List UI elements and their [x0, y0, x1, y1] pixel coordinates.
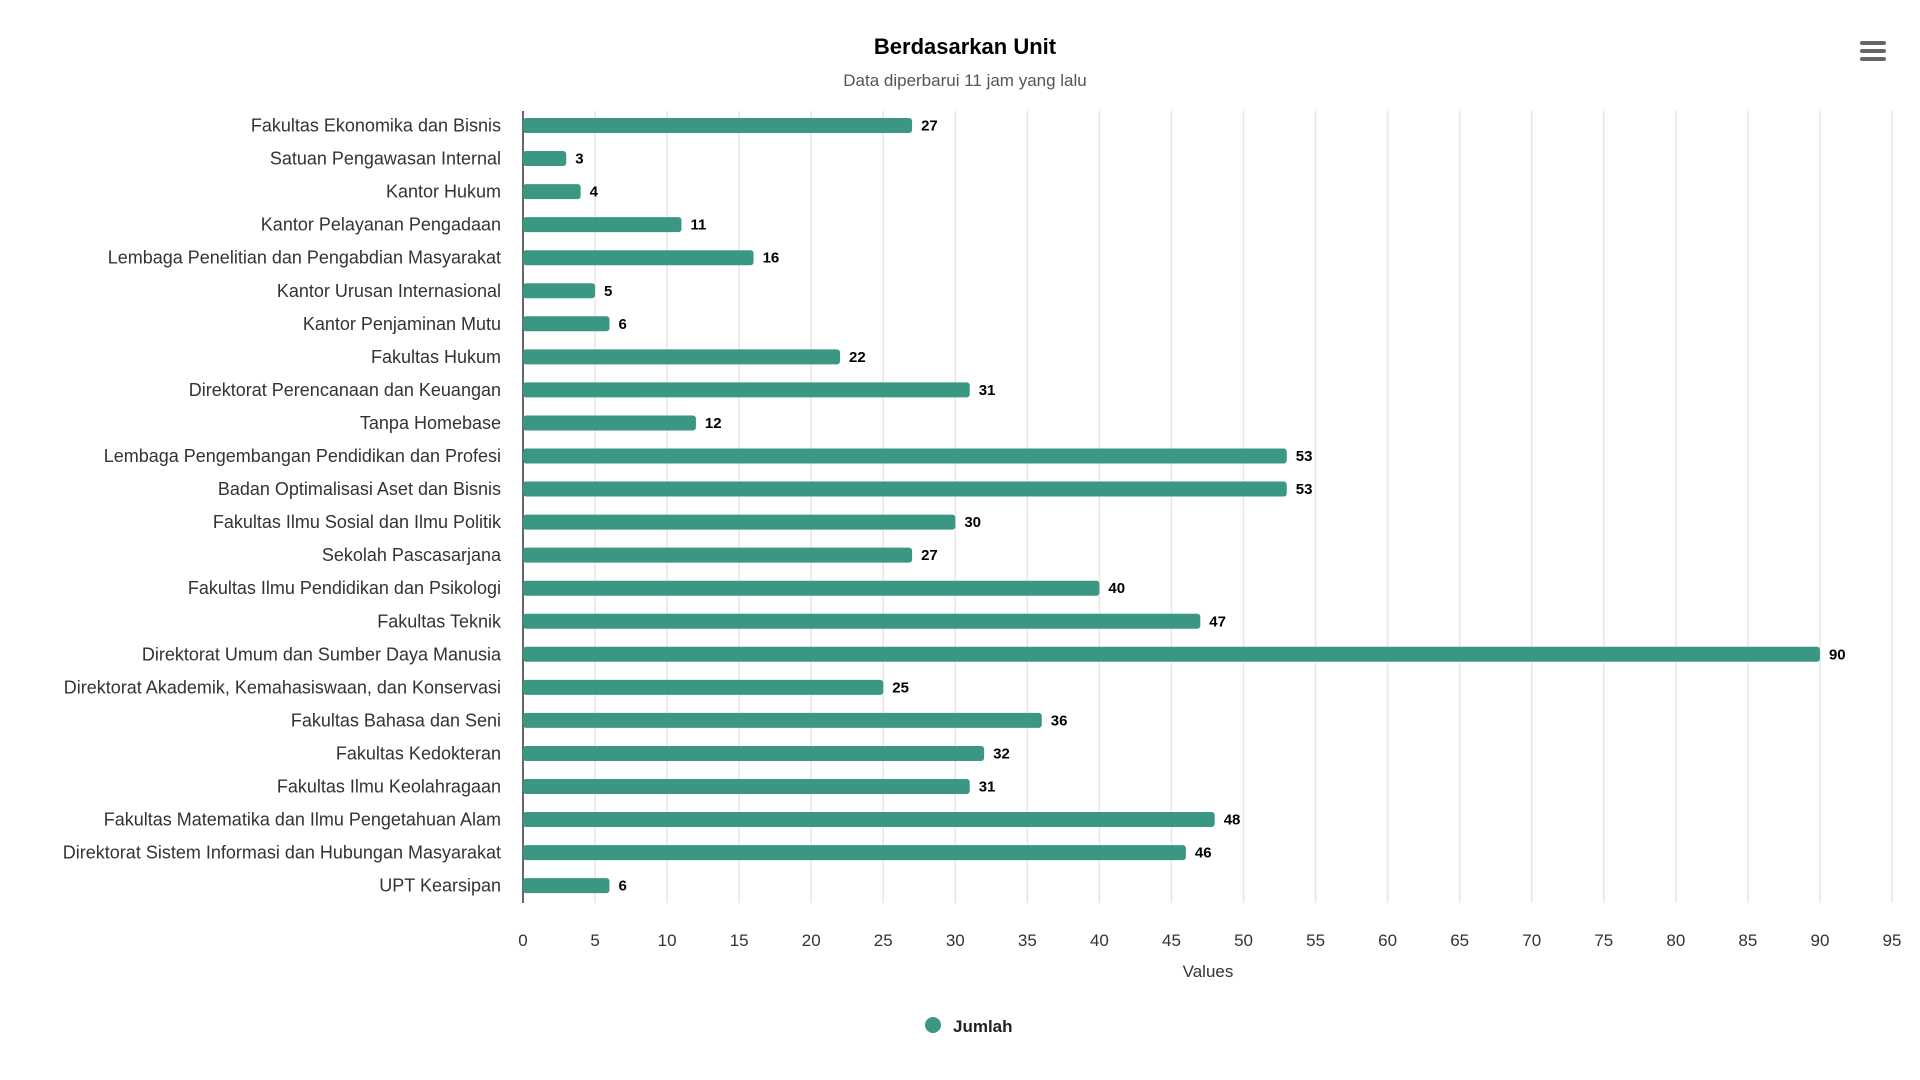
- x-tick-label: 30: [946, 931, 965, 950]
- data-label: 53: [1296, 448, 1313, 465]
- category-label: Direktorat Akademik, Kemahasiswaan, dan …: [64, 677, 501, 697]
- category-label: Fakultas Teknik: [377, 611, 502, 631]
- bar: [523, 646, 1820, 662]
- bar: [523, 812, 1215, 828]
- category-label: Tanpa Homebase: [360, 413, 501, 433]
- category-label: Lembaga Penelitian dan Pengabdian Masyar…: [108, 248, 501, 268]
- category-label: Fakultas Ilmu Pendidikan dan Psikologi: [188, 578, 501, 598]
- category-label: Kantor Pelayanan Pengadaan: [261, 215, 501, 235]
- data-label: 25: [892, 679, 909, 696]
- bar: [523, 415, 696, 431]
- bar: [523, 283, 596, 299]
- bar: [523, 217, 682, 233]
- x-tick-label: 45: [1162, 931, 1181, 950]
- x-tick-label: 25: [874, 931, 893, 950]
- x-tick-label: 75: [1594, 931, 1613, 950]
- x-tick-label: 0: [518, 931, 527, 950]
- data-label: 6: [618, 316, 626, 333]
- chart-title: Berdasarkan Unit: [873, 34, 1057, 59]
- category-label: Direktorat Perencanaan dan Keuangan: [189, 380, 501, 400]
- x-tick-label: 65: [1450, 931, 1469, 950]
- data-label: 53: [1296, 481, 1313, 498]
- category-label: Sekolah Pascasarjana: [322, 545, 502, 565]
- bar: [523, 349, 841, 365]
- bar: [523, 712, 1042, 728]
- data-label: 12: [705, 415, 722, 432]
- category-label: Fakultas Kedokteran: [336, 743, 501, 763]
- x-tick-label: 95: [1883, 931, 1902, 950]
- chart-subtitle: Data diperbarui 11 jam yang lalu: [843, 71, 1087, 90]
- data-label: 4: [590, 184, 599, 201]
- data-label: 46: [1195, 845, 1212, 862]
- data-label: 16: [763, 250, 780, 267]
- data-label: 6: [618, 878, 626, 895]
- bar: [523, 613, 1201, 629]
- bar: [523, 547, 913, 563]
- data-label: 31: [979, 779, 996, 796]
- bar: [523, 316, 610, 332]
- x-tick-label: 5: [590, 931, 599, 950]
- bar: [523, 184, 581, 200]
- bar: [523, 878, 610, 894]
- x-tick-label: 10: [658, 931, 677, 950]
- bar: [523, 845, 1186, 861]
- data-label: 90: [1829, 646, 1846, 663]
- category-label: Kantor Hukum: [386, 182, 501, 202]
- x-tick-label: 85: [1738, 931, 1757, 950]
- bar: [523, 118, 913, 133]
- data-label: 40: [1108, 580, 1125, 597]
- data-label: 3: [575, 151, 583, 168]
- bar: [523, 514, 956, 530]
- x-tick-label: 15: [730, 931, 749, 950]
- x-tick-label: 80: [1666, 931, 1685, 950]
- category-label: Direktorat Sistem Informasi dan Hubungan…: [63, 843, 501, 863]
- category-label: Fakultas Matematika dan Ilmu Pengetahuan…: [104, 810, 501, 830]
- x-tick-label: 35: [1018, 931, 1037, 950]
- legend-item-jumlah[interactable]: Jumlah: [953, 1017, 1013, 1036]
- data-label: 5: [604, 283, 612, 300]
- hamburger-menu-icon[interactable]: [1860, 41, 1886, 63]
- bar: [523, 250, 754, 266]
- x-tick-label: 50: [1234, 931, 1253, 950]
- category-label: Badan Optimalisasi Aset dan Bisnis: [218, 479, 501, 499]
- category-label: Lembaga Pengembangan Pendidikan dan Prof…: [104, 446, 501, 466]
- bar: [523, 481, 1287, 497]
- legend-marker[interactable]: [925, 1017, 941, 1033]
- data-label: 36: [1051, 712, 1068, 729]
- category-label: UPT Kearsipan: [379, 876, 501, 896]
- x-tick-label: 20: [802, 931, 821, 950]
- data-label: 31: [979, 382, 996, 399]
- x-axis-title: Values: [1183, 962, 1234, 981]
- x-tick-label: 70: [1522, 931, 1541, 950]
- data-label: 22: [849, 349, 866, 366]
- data-label: 27: [921, 547, 938, 564]
- bar: [523, 382, 970, 398]
- bar: [523, 779, 970, 794]
- data-label: 48: [1224, 812, 1241, 829]
- category-label: Kantor Urusan Internasional: [277, 281, 501, 301]
- category-label: Kantor Penjaminan Mutu: [303, 314, 501, 334]
- bar: [523, 448, 1287, 464]
- data-label: 32: [993, 745, 1010, 762]
- category-label: Fakultas Bahasa dan Seni: [291, 710, 501, 730]
- category-label: Fakultas Ilmu Sosial dan Ilmu Politik: [213, 512, 502, 532]
- x-tick-label: 90: [1810, 931, 1829, 950]
- x-tick-label: 40: [1090, 931, 1109, 950]
- bar: [523, 679, 884, 695]
- x-tick-label: 55: [1306, 931, 1325, 950]
- bar: [523, 580, 1100, 596]
- category-label: Direktorat Umum dan Sumber Daya Manusia: [142, 644, 502, 664]
- data-label: 11: [691, 217, 707, 234]
- data-label: 30: [964, 514, 981, 531]
- category-label: Satuan Pengawasan Internal: [270, 149, 501, 169]
- data-label: 27: [921, 118, 938, 135]
- category-label: Fakultas Ilmu Keolahragaan: [277, 777, 501, 797]
- bar: [523, 745, 985, 761]
- bar: [523, 151, 567, 167]
- x-tick-label: 60: [1378, 931, 1397, 950]
- category-label: Fakultas Hukum: [371, 347, 501, 367]
- data-label: 47: [1209, 613, 1226, 630]
- category-label: Fakultas Ekonomika dan Bisnis: [251, 116, 501, 136]
